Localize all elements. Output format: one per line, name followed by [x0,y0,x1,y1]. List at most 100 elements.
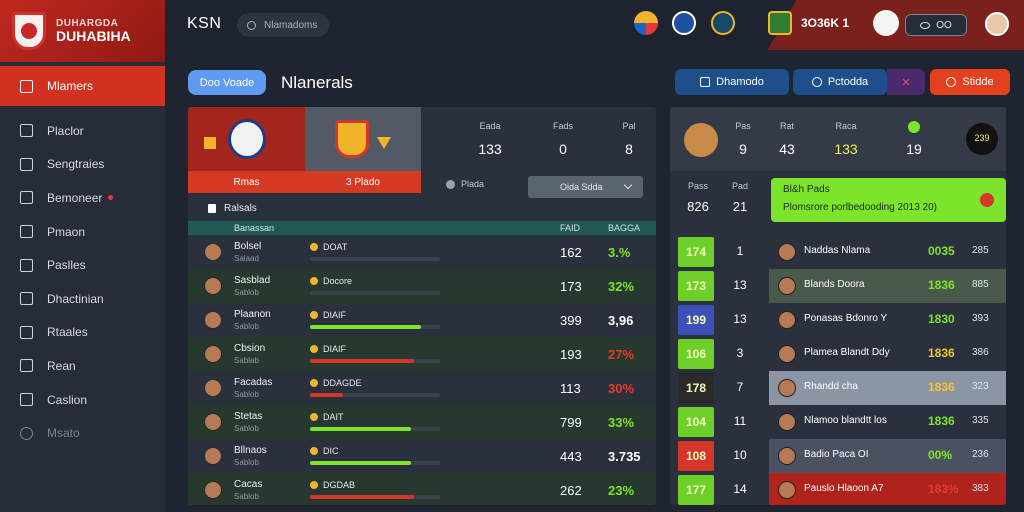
sidebar-item-4[interactable]: Pmaon [0,215,165,249]
stat-value: 9 [739,141,747,157]
away-team-panel[interactable] [305,107,421,171]
ranking-row[interactable]: 199 13 Ponasas Bdonro Y 1830 393 [670,303,1006,337]
action-button-2[interactable]: Pctodda [793,69,887,95]
table-row[interactable]: Bolsel Salaad DOAT 162 3.% [188,235,656,269]
player-role: Sablob [234,458,259,467]
sidebar-item-0[interactable]: Mlamers [0,66,165,106]
dashboard-icon [20,79,33,93]
ranking-row[interactable]: 178 7 Rhandd cha 1836 323 [670,371,1006,405]
rank-number: 7 [736,380,744,394]
sort-select[interactable]: Oida Sdda [528,176,643,198]
player-percent: 3,96 [608,313,634,328]
rank-number: 1 [736,244,744,258]
table-row[interactable]: Bllnaos Sablob DIC 443 3.735 [188,439,656,473]
sidebar-item-label: Mlamers [47,79,94,93]
ranking-row[interactable]: 177 14 Pauslo Hlaoon A7 183% 383 [670,473,1006,505]
avatar[interactable] [985,12,1009,36]
team-icon [310,481,318,489]
stat-label: Eada [479,121,501,131]
ranking-row[interactable]: 173 13 Blands Doora 1836 885 [670,269,1006,303]
player-percent: 1836 [928,346,955,360]
team-logo-icon[interactable] [634,11,658,35]
team-icon [310,447,318,455]
action-button-label: Pctodda [827,76,869,88]
team-icon [310,243,318,251]
sidebar-item-3[interactable]: Bemoneer [0,181,165,215]
ranking-stat: Raca 133 [830,121,862,157]
player-percent: 3.735 [608,449,641,464]
table-header: Banassan FAID BAGGA [188,221,656,235]
player-team: DIAIF [310,344,346,354]
table-row[interactable]: Sasblad Sablob Docore 173 32% [188,269,656,303]
table-row[interactable]: Plaanon Sablob DIAIF 399 3,96 [188,303,656,337]
team-logo-icon[interactable] [672,11,696,35]
stat-label: Pass [687,181,708,191]
sidebar-item-10[interactable]: Msato [0,416,165,450]
sidebar-item-7[interactable]: Rtaales [0,316,165,350]
action-button-1[interactable]: Dhamodo [675,69,789,95]
table-row[interactable]: Facadas Sablob DDAGDE 113 30% [188,371,656,405]
ranking-row[interactable]: 106 3 Plamea Blandt Ddy 1836 386 [670,337,1006,371]
search-icon [247,20,256,30]
team-logo-icon[interactable] [711,11,735,35]
player-value: 335 [972,415,989,426]
player-team: DDAGDE [310,378,362,388]
action-button-3[interactable]: Stidde [930,69,1010,95]
sidebar-item-1[interactable]: Placlor [0,114,165,148]
ranking-row[interactable]: 104 11 Nlamoo blandtt los 1836 335 [670,405,1006,439]
ranking-summary: Pas 9 Rat 43 Raca 133 19 239 [670,107,1006,171]
team-icon [310,345,318,353]
sidebar-item-6[interactable]: Dhactinian [0,282,165,316]
close-icon[interactable] [980,193,994,207]
player-team-label: DGDAB [323,480,356,490]
rank-number: 11 [733,414,747,428]
player-team-label: DIAIF [323,310,347,320]
team-logo-icon[interactable] [768,11,792,35]
search-input[interactable]: Nlamadoms [237,13,329,37]
ranking-row[interactable]: 108 10 Badio Paca OI 00% 236 [670,439,1006,473]
stat-col-2: Fads 0 [543,121,583,157]
mascot-icon[interactable] [873,10,899,36]
ranking-row[interactable]: 174 1 Naddas Nlama 0035 285 [670,235,1006,269]
table-row[interactable]: Cacas Sablob DGDAB 262 23% [188,473,656,505]
players-filter-label: Plada [461,179,485,189]
progress-bar [310,495,440,499]
sidebar-item-9[interactable]: Caslion [0,383,165,417]
rank-number: 3 [736,346,744,360]
players-filter[interactable]: Plada [446,179,484,189]
view-toggle[interactable]: OO [905,14,967,36]
player-avatar [204,413,222,431]
tab-overview[interactable]: Doo Voade [188,70,266,95]
section-heading-text: Ralsals [224,203,257,214]
table-row[interactable]: Cbsion Sablab DIAIF 193 27% [188,337,656,371]
player-team: DOAT [310,242,347,252]
status-icon [908,121,920,133]
brand[interactable]: DUHARGDA DUHABIHA [0,0,165,62]
home-team-panel[interactable] [188,107,305,171]
rating-box: 177 [678,475,714,505]
notification-dot [108,195,114,201]
player-name: Plaanon [234,309,271,320]
action-button-label: Stidde [962,76,994,88]
table-row[interactable]: Stetas Sablob DAIT 799 33% [188,405,656,439]
sidebar-item-8[interactable]: Rean [0,349,165,383]
badge-icon [377,137,391,149]
player-role: Sablab [234,356,259,365]
stat-value: 19 [906,141,922,157]
player-percent: 23% [608,483,635,498]
sidebar-item-5[interactable]: Paslles [0,248,165,282]
player-team-label: DIAIF [323,344,347,354]
player-percent: 0035 [928,244,955,258]
alert-banner[interactable]: Bl&h Pads Plomsrore porlbedooding 2013 2… [771,178,1006,222]
player-avatar [778,447,796,465]
pencil-icon [20,393,33,407]
stat-value: 21 [732,199,748,214]
progress-fill [310,495,414,499]
stat-col-3: Pal 8 [614,121,644,157]
close-button[interactable]: ✕ [887,69,925,95]
team-icon [310,379,318,387]
player-percent: 27% [608,347,635,362]
player-name: Pauslo Hlaoon A7 [804,483,884,494]
player-percent: 183% [928,482,959,496]
sidebar-item-2[interactable]: Sengtraies [0,148,165,182]
